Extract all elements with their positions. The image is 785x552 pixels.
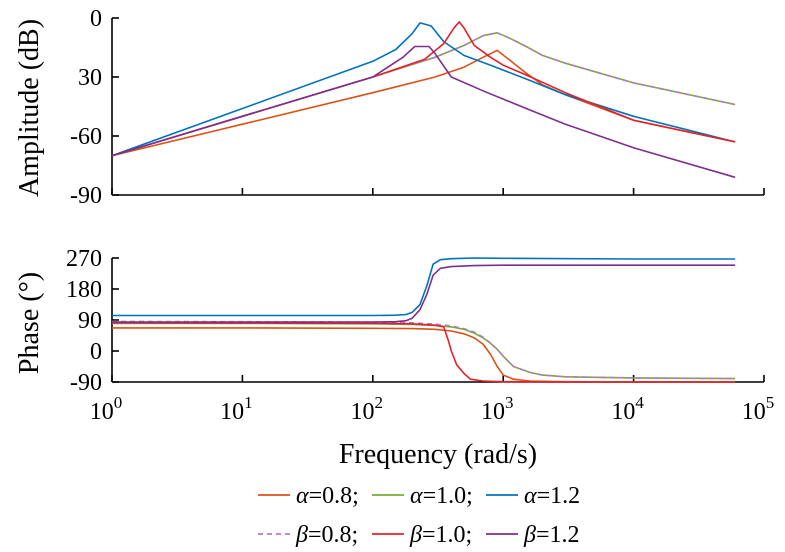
amplitude-series-line [111, 31, 736, 157]
amplitude-y-tick-label: 0 [90, 6, 102, 32]
x-tick-label: 100 [90, 393, 123, 425]
x-tick-label: 103 [481, 393, 514, 425]
phase-series-line [112, 327, 736, 383]
phase-y-tick-label: -90 [70, 370, 102, 396]
x-tick-label: 102 [351, 393, 384, 425]
legend-item-label: α=1.0; [410, 483, 473, 509]
phase-y-tick-label: 90 [78, 308, 102, 334]
x-tick-labels: 100 101 102 103 104 105 [90, 393, 775, 425]
amplitude-y-tick-label: 30 [78, 65, 102, 91]
phase-y-tick-label: 0 [90, 339, 102, 365]
amplitude-series-line [111, 31, 736, 157]
x-tick-label: 105 [742, 393, 775, 425]
x-tick-label: 101 [220, 393, 253, 425]
phase-series-line [112, 257, 736, 317]
legend-item-label: β=1.2 [523, 522, 580, 548]
amplitude-y-axis-label: Amplitude (dB) [14, 19, 45, 197]
phase-y-tick-label: 270 [66, 246, 102, 272]
x-tick-label: 104 [611, 393, 644, 425]
legend: α=0.8; α=1.0; α=1.2 β=0.8; β=1.0; β=1.2 [258, 483, 580, 548]
phase-panel: 270 180 90 0 -90 Phase (°) [14, 246, 765, 396]
amplitude-series-line [111, 49, 736, 157]
amplitude-y-tick-label: -60 [70, 124, 102, 150]
amplitude-series-line [111, 45, 736, 179]
amplitude-y-tick-label: -90 [70, 183, 102, 209]
phase-series-line [112, 322, 736, 380]
legend-item-label: α=0.8; [296, 483, 359, 509]
phase-y-tick-label: 180 [66, 277, 102, 303]
legend-item-label: β=1.0; [409, 522, 472, 548]
phase-y-axis-label: Phase (°) [14, 272, 45, 374]
x-axis-label: Frequency (rad/s) [339, 439, 537, 470]
legend-item-label: α=1.2 [524, 483, 580, 509]
amplitude-panel: 0 30 -60 -90 Amplitude (dB) [14, 6, 765, 209]
phase-series-line [111, 320, 736, 380]
legend-item-label: β=0.8; [295, 522, 358, 548]
amplitude-series-line [111, 21, 736, 157]
amplitude-series-line [111, 22, 736, 157]
phase-series-line [111, 321, 736, 383]
phase-series-line [112, 264, 736, 323]
